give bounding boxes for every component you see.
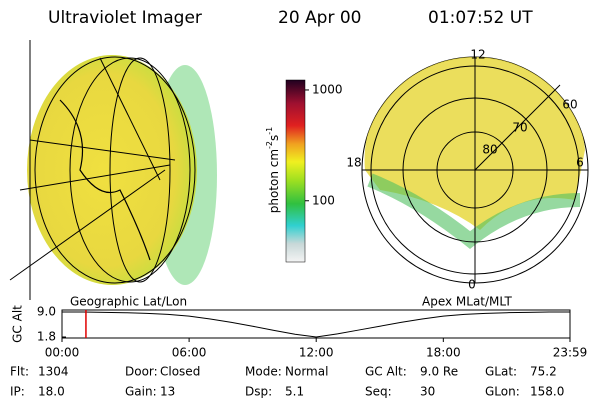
footer-value: Normal [285,365,328,379]
unit: s [267,135,281,141]
mlt-label: 12 [470,48,485,62]
footer-label: GLat: [485,365,517,379]
footer-label: Flt: [10,365,29,379]
unit-exp: -1 [265,127,274,135]
footer-label: GLon: [485,385,520,399]
colorbar-tick-label: 1000 [312,82,343,96]
footer-value: Closed [160,365,200,379]
footer-label: Gain: [125,385,157,399]
y-tick-label: 9.0 [37,305,56,319]
footer-label: Mode: [245,365,282,379]
title: Ultraviolet Imager [48,8,202,28]
polar-label: Apex MLat/MLT [422,295,512,309]
footer-label: Door: [125,365,158,379]
footer-value: 18.0 [38,385,65,399]
unit: photon cm [267,149,281,213]
x-tick-label: 18:00 [426,346,461,360]
footer-label: GC Alt: [365,365,407,379]
mlt-label: 0 [468,278,476,292]
footer-value: 158.0 [530,385,564,399]
x-tick-label: 12:00 [299,346,334,360]
footer-label: Seq: [365,385,392,399]
colorbar [285,79,306,263]
footer-value: 1304 [38,365,69,379]
footer-value: 30 [420,385,435,399]
footer-label: IP: [10,385,25,399]
colorbar-tick-label: 100 [312,193,335,207]
x-tick-label: 06:00 [172,346,207,360]
globe-label: Geographic Lat/Lon [70,295,187,309]
polar-image [361,56,589,284]
colorbar-label: photon cm-2s-1 [265,127,281,214]
x-tick-label: 23:59 [553,346,588,360]
altitude-line [62,311,571,338]
globe-image [9,40,217,300]
y-label: GC Alt [11,305,25,343]
unit-exp: -2 [265,141,274,149]
mlt-label: 6 [576,156,584,170]
x-tick-label: 00:00 [45,346,80,360]
mlat-label: 60 [562,98,577,112]
date: 20 Apr 00 [278,8,361,28]
mlat-label: 80 [482,143,497,157]
footer-value: 5.1 [285,385,304,399]
mlat-label: 70 [512,121,527,135]
plot-frame [61,309,571,339]
y-tick-label: 1.8 [37,330,56,344]
footer-value: 9.0 Re [420,365,458,379]
footer-value: 13 [160,385,175,399]
mlt-label: 18 [346,156,361,170]
footer-value: 75.2 [530,365,557,379]
time: 01:07:52 UT [428,8,533,28]
footer-label: Dsp: [245,385,272,399]
